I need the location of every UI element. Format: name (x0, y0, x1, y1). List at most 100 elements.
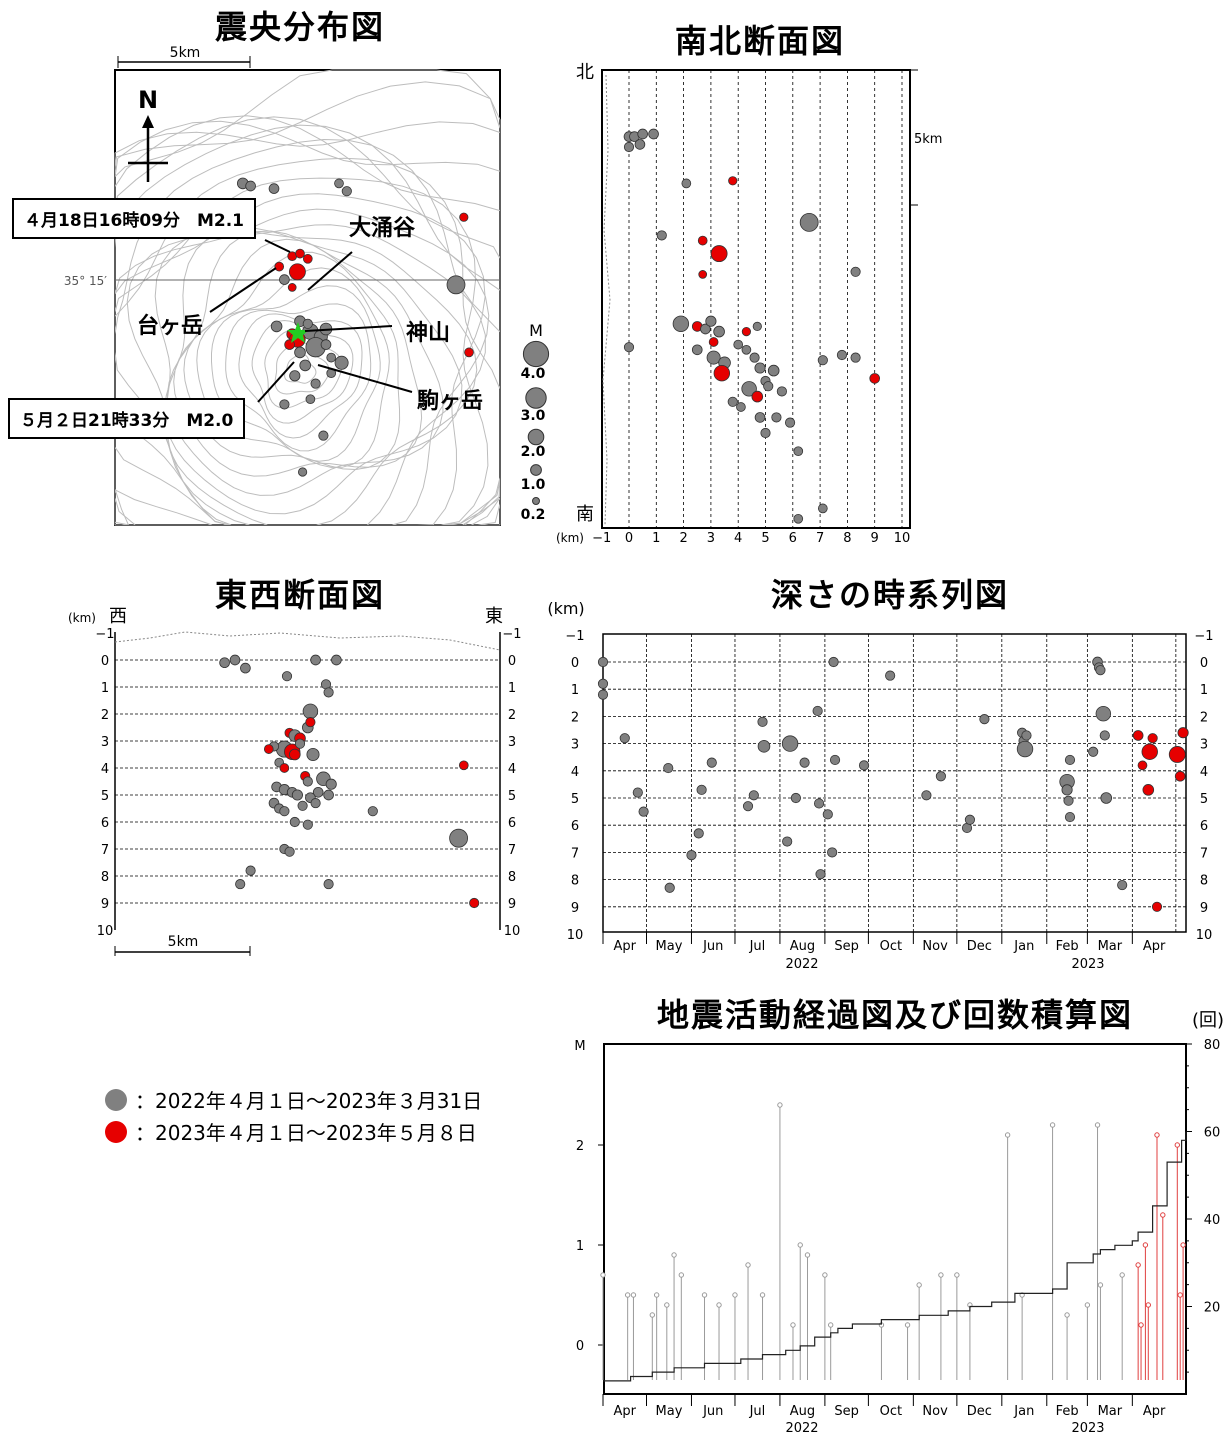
dt-point-gray (812, 705, 823, 717)
ns-point (623, 141, 635, 153)
ew-point (288, 748, 301, 761)
ew-point (302, 703, 319, 720)
ew-point (297, 800, 308, 811)
dt-point-gray (597, 678, 609, 689)
activity-month-label: Oct (880, 1404, 902, 1419)
ns-point (749, 352, 760, 363)
north-arrow-icon (142, 115, 154, 128)
dt-y-tick-left: 2 (571, 710, 579, 725)
legend-red-label: ：2023年４月１日～2023年５月８日 (135, 1121, 477, 1145)
activity-event-head-red (1142, 1242, 1149, 1248)
activity-event-head (716, 1302, 722, 1308)
activity-event-head-red (1138, 1322, 1144, 1328)
dt-point-gray (1016, 740, 1034, 758)
ew-point (219, 657, 230, 669)
dt-month-label: Jul (749, 939, 766, 954)
ns-point (727, 396, 738, 407)
latitude-label: 35° 15′ (64, 274, 107, 288)
ew-point (325, 778, 337, 790)
activity-event-head (630, 1292, 637, 1298)
activity-count-tick: 20 (1204, 1301, 1221, 1316)
activity-month-label: May (656, 1404, 683, 1419)
dt-point-gray (706, 757, 717, 768)
dt-point-gray (664, 882, 675, 893)
epicenter-point (279, 274, 290, 285)
depth-time-frame (602, 633, 1187, 933)
dt-point-gray (757, 740, 771, 753)
activity-month-label: Apr (614, 1404, 637, 1419)
epicenter-point (245, 180, 256, 192)
ew-point (302, 776, 313, 787)
dt-point-red (1147, 733, 1158, 744)
contour-line (166, 230, 444, 496)
epicenter-point (294, 346, 306, 359)
dt-month-label: Sep (834, 939, 859, 954)
dt-point-gray (1064, 811, 1076, 823)
label-kamiyama: 神山 (406, 320, 450, 346)
ew-point (323, 687, 334, 698)
activity-event-head (745, 1262, 751, 1268)
dt-point-red (1174, 770, 1186, 782)
dt-month-label: May (656, 939, 683, 954)
ns-x-tick: 10 (894, 531, 911, 546)
dt-point-gray (815, 869, 826, 880)
contour-line (114, 208, 490, 526)
ns-point (713, 325, 725, 338)
dt-point-gray (822, 809, 833, 820)
dt-point-gray (597, 689, 609, 700)
ns-point (817, 503, 828, 514)
ns-point (741, 326, 751, 337)
epicenter-point (274, 261, 285, 272)
ew-point (245, 865, 256, 876)
callout-upper: ４月18日16時09分 M2.1 (12, 198, 257, 239)
ew-point (263, 744, 274, 754)
dt-y-tick-right: 9 (1200, 901, 1208, 916)
activity-event-head (822, 1272, 828, 1278)
ew-y-tick-left: 10 (97, 924, 114, 939)
dt-y-tick-right: 0 (1200, 656, 1208, 671)
activity-year-label: 2023 (1071, 1421, 1104, 1436)
dt-point-red (1177, 727, 1189, 739)
ns-point (760, 427, 771, 439)
dt-year-label: 2022 (785, 957, 818, 972)
ns-point (700, 323, 711, 335)
ns-x-tick: 6 (789, 531, 797, 546)
activity-event-head (938, 1272, 944, 1278)
ew-y-tick-left: 9 (101, 897, 109, 912)
ns-point (741, 381, 757, 397)
ew-y-tick-right: 3 (508, 735, 516, 750)
ew-scale-label: 5km (168, 934, 199, 950)
ew-y-tick-left: 8 (101, 870, 109, 885)
epicenter-point (459, 212, 469, 222)
dt-y-tick-left: 5 (571, 792, 579, 807)
activity-event-head (797, 1242, 803, 1248)
dt-point-gray (1061, 784, 1073, 796)
contour-line (225, 303, 372, 452)
ew-y-tick-right: 10 (504, 924, 521, 939)
ns-point (763, 381, 774, 392)
activity-event-head (916, 1282, 922, 1288)
dt-point-red (1132, 730, 1144, 741)
ew-y-tick-right: 1 (508, 681, 516, 696)
contour-line (114, 69, 501, 526)
mag-legend-circle (525, 387, 547, 409)
activity-event-head (649, 1312, 656, 1318)
ns-point (656, 230, 667, 241)
epicenter-point (270, 320, 283, 333)
dt-point-red (1151, 901, 1163, 912)
ew-y-tick-left: −1 (95, 627, 114, 642)
ew-point (469, 897, 480, 909)
dt-y-tick-left: −1 (565, 629, 584, 644)
leader-callout-upper (264, 239, 291, 253)
ew-point (458, 760, 469, 771)
activity-m-tick: 0 (576, 1339, 584, 1354)
ew-title: 東西断面図 (214, 576, 385, 614)
dt-point-gray (828, 656, 839, 668)
epicenter-point (279, 399, 290, 410)
epicenter-point (302, 318, 313, 329)
ns-point (754, 362, 766, 374)
dt-point-gray (693, 828, 704, 839)
ew-km-unit: (km) (68, 611, 96, 625)
epicenter-point (446, 275, 466, 295)
mag-legend-circle (530, 464, 542, 476)
